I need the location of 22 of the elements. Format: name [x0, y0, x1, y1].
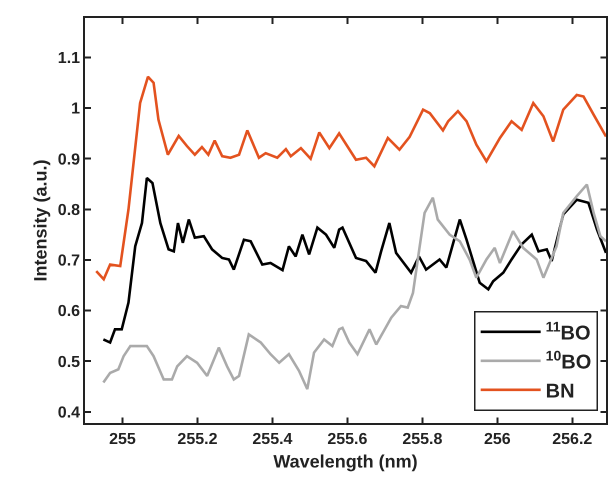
legend-label: BN	[546, 380, 575, 403]
line-series	[102, 176, 606, 344]
y-tick-label: 0.6	[58, 303, 80, 320]
y-tick-label: 0.4	[58, 404, 80, 422]
y-tick-label: 0.9	[58, 151, 80, 168]
x-tick-label: 255	[109, 430, 136, 448]
x-tick-label: 255.2	[177, 430, 218, 448]
y-tick-label: 1.1	[58, 50, 80, 68]
x-tick-label: 255.8	[402, 430, 442, 448]
legend-label: $^{11}$BO	[546, 318, 590, 345]
legend-label: $^{10}$BO	[546, 347, 592, 374]
x-tick-label: 255.4	[252, 430, 293, 448]
y-tick-label: 0.8	[58, 202, 80, 219]
x-tick-label: 255.6	[327, 430, 368, 448]
y-tick-label: 1	[71, 100, 80, 118]
x-axis-title: Wavelength (nm)	[273, 452, 418, 472]
x-tick-label: 256	[484, 430, 511, 448]
y-axis-title: Intensity (a.u.)	[30, 159, 50, 282]
line-series	[94, 75, 606, 281]
y-tick-label: 0.5	[58, 354, 80, 371]
y-tick-label: 0.7	[58, 252, 80, 270]
x-tick-label: 256.2	[552, 430, 592, 448]
